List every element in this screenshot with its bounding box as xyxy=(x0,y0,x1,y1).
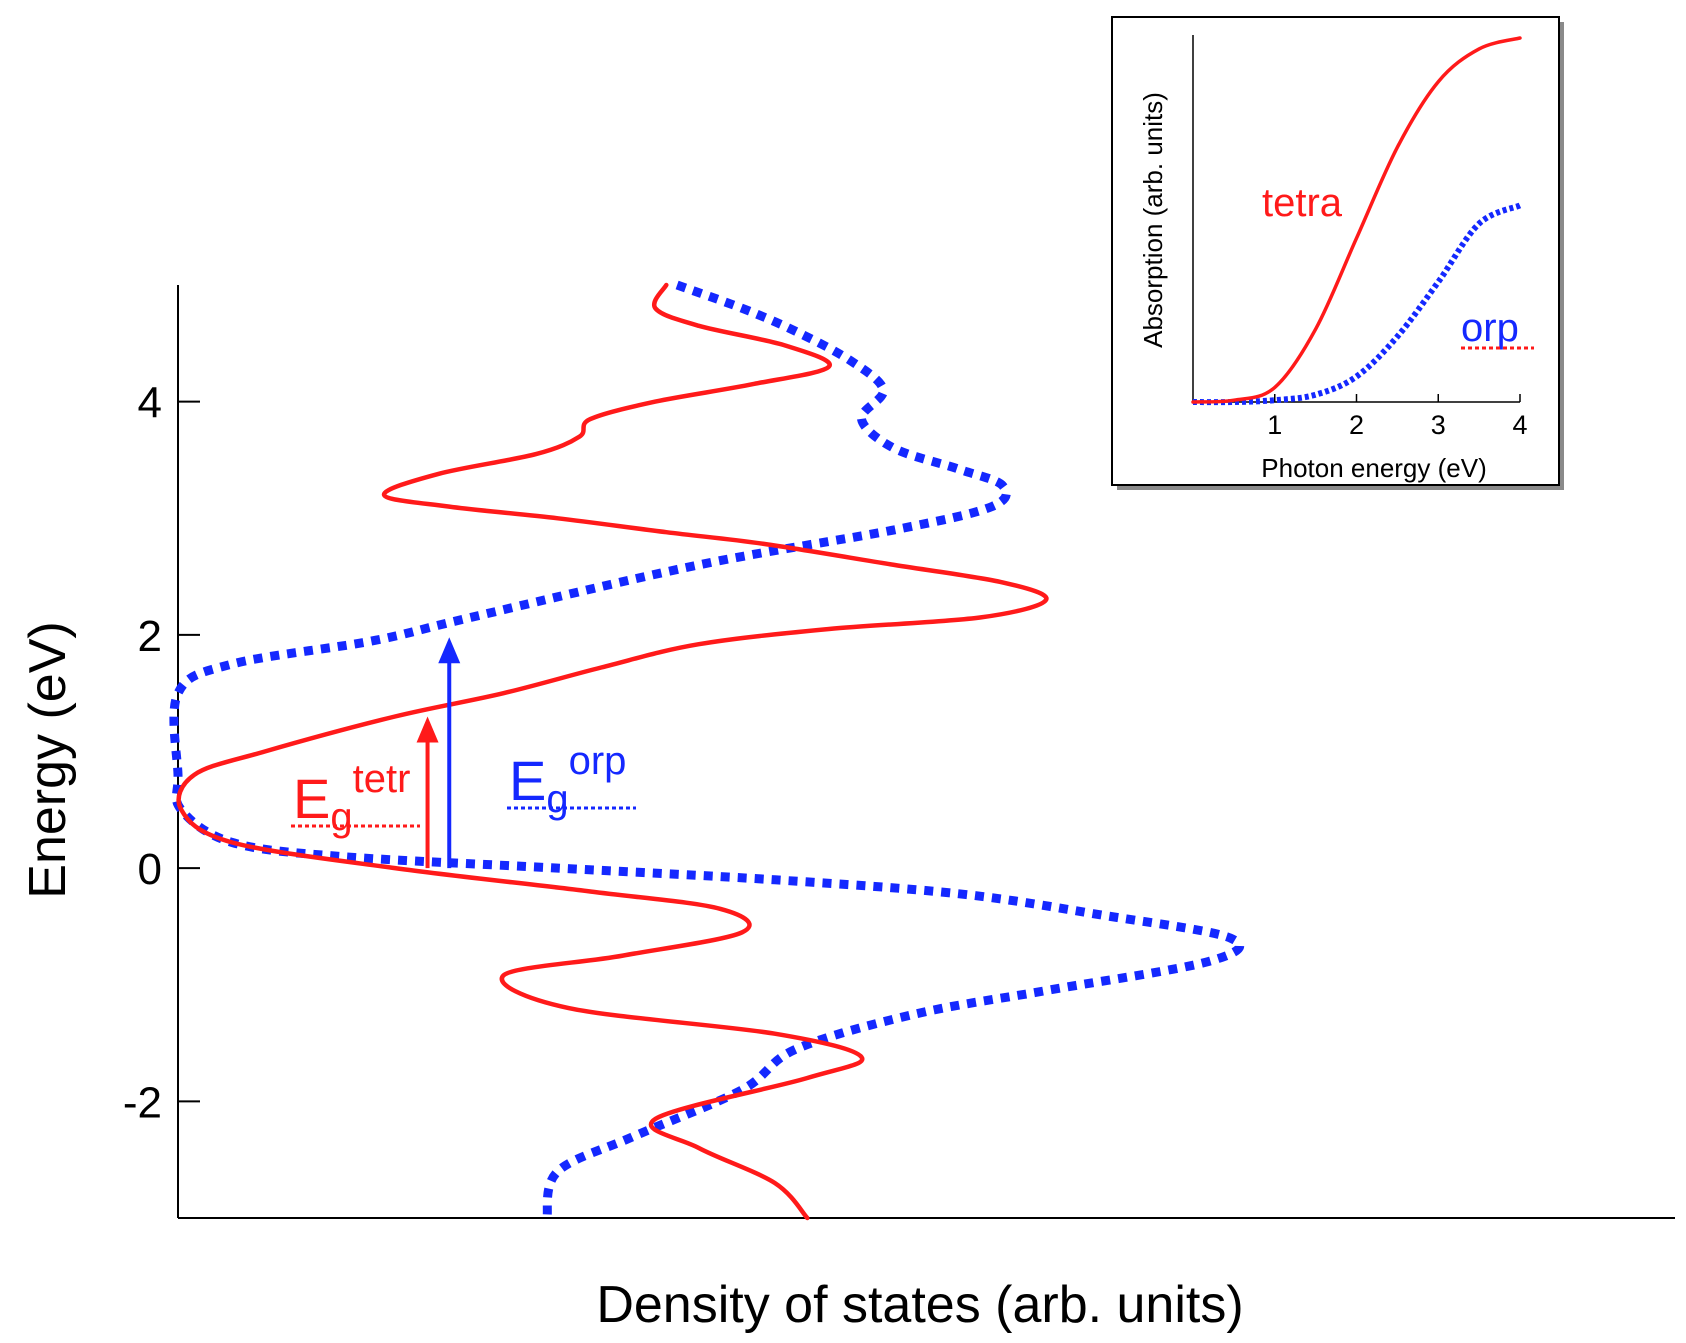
y-axis-title: Energy (eV) xyxy=(19,621,77,898)
orp-gap-label-sup: orp xyxy=(569,739,627,783)
y-ticks: -2 0 2 4 xyxy=(123,379,200,1127)
tetra-dos-line xyxy=(176,282,1049,1221)
inset-orp-line xyxy=(1192,202,1522,406)
inset-frame xyxy=(1111,16,1560,486)
y-tick-label: 0 xyxy=(138,845,162,894)
inset-y-axis-title: Absorption (arb. units) xyxy=(1138,92,1168,348)
tetra-gap-arrowhead xyxy=(416,716,439,743)
tetra-gap-label-sup: tetr xyxy=(353,757,411,801)
tetra-gap-label-main: E xyxy=(293,767,330,830)
inset-x-tick-label: 2 xyxy=(1349,410,1364,440)
tetra-gap-label-sub: g xyxy=(330,795,352,839)
x-axis-title: Density of states (arb. units) xyxy=(596,1276,1243,1334)
dos-chart: -2 0 2 4 Energy (eV) Density of states (arb… xyxy=(19,280,1675,1334)
gap-annotations: Egtetr Egorp xyxy=(291,637,636,869)
orp-gap-label: Egorp xyxy=(509,739,626,821)
tetra-gap-label: Egtetr xyxy=(293,757,410,839)
orp-gap-label-sub: g xyxy=(546,777,568,821)
y-tick-label: -2 xyxy=(123,1078,162,1127)
inset-x-tick-label: 1 xyxy=(1267,410,1282,440)
inset-x-axis-title: Photon energy (eV) xyxy=(1261,453,1486,483)
orp-gap-label-main: E xyxy=(509,749,546,812)
inset-legend-tetra: tetra xyxy=(1262,181,1343,225)
inset-legend-orp: orp xyxy=(1461,306,1519,350)
y-tick-label: 4 xyxy=(138,379,162,428)
inset-tetra-line xyxy=(1191,36,1522,404)
inset-x-tick-label: 3 xyxy=(1431,410,1446,440)
orp-gap-arrowhead xyxy=(438,637,461,664)
absorption-inset: 1 2 3 4 Photon energy (eV) Absorption (arb.… xyxy=(1111,16,1564,490)
y-tick-label: 2 xyxy=(138,612,162,661)
inset-x-tick-label: 4 xyxy=(1512,410,1527,440)
inset-x-ticks: 1 2 3 4 xyxy=(1267,394,1528,440)
orp-dos-line xyxy=(169,280,1245,1220)
